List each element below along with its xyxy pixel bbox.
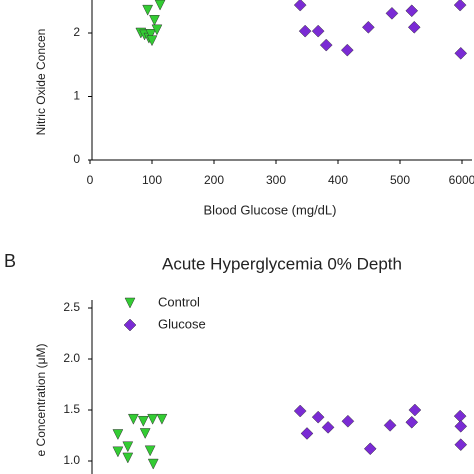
x-tick-label: 300 xyxy=(266,173,286,187)
diamond-point xyxy=(453,0,467,12)
x-tick-label: 400 xyxy=(328,173,348,187)
diamond-point xyxy=(405,415,419,429)
triangle-point xyxy=(122,441,134,453)
triangle-point xyxy=(154,0,166,11)
y-axis-label: Nitric Oxide Concen xyxy=(34,29,48,136)
diamond-point xyxy=(454,419,468,433)
diamond-point xyxy=(341,414,355,428)
y-tick-label: 2.0 xyxy=(63,351,80,365)
triangle-point xyxy=(147,458,159,470)
x-tick-label: 0 xyxy=(87,173,94,187)
diamond-point xyxy=(454,46,468,60)
triangle-point xyxy=(112,446,124,458)
triangle-point xyxy=(139,428,151,440)
y-tick-label: 1.5 xyxy=(63,402,80,416)
y-tick-label: 1.0 xyxy=(63,453,80,467)
diamond-point xyxy=(311,410,325,424)
diamond-point xyxy=(293,404,307,418)
diamond-point xyxy=(385,6,399,20)
triangle-point xyxy=(147,413,159,425)
diamond-point xyxy=(363,442,377,456)
diamond-point xyxy=(362,20,375,34)
triangle-point xyxy=(122,452,134,464)
chart-title: Acute Hyperglycemia 0% Depth xyxy=(162,254,402,273)
diamond-point xyxy=(311,24,325,38)
diamond-point xyxy=(321,420,335,434)
triangle-point xyxy=(156,413,168,425)
triangle-point xyxy=(145,29,157,40)
x-axis-label: Blood Glucose (mg/dL) xyxy=(204,202,337,217)
y-tick-label: 2.5 xyxy=(63,300,80,314)
diamond-point xyxy=(408,403,422,417)
triangle-point xyxy=(146,35,158,47)
diamond-point xyxy=(383,418,397,432)
triangle-point xyxy=(112,429,124,441)
x-tick-label: 6000 xyxy=(449,173,474,187)
x-tick-label: 500 xyxy=(390,173,410,187)
legend-label: Glucose xyxy=(158,316,206,331)
diamond-point xyxy=(319,38,333,52)
legend-marker xyxy=(123,318,137,332)
y-tick-label: 2 xyxy=(73,25,80,39)
diamond-point xyxy=(454,438,468,452)
triangle-point xyxy=(144,445,156,457)
triangle-point xyxy=(142,4,154,16)
panel-label: B xyxy=(4,251,16,271)
triangle-point xyxy=(137,415,149,427)
diamond-point xyxy=(298,24,312,38)
diamond-point xyxy=(293,0,307,12)
legend-marker xyxy=(124,297,136,309)
x-tick-label: 200 xyxy=(204,173,224,187)
y-axis-label: e Concentration (μM) xyxy=(34,344,48,457)
diamond-point xyxy=(453,409,467,423)
legend-label: Control xyxy=(158,294,200,309)
x-tick-label: 100 xyxy=(142,173,162,187)
triangle-point xyxy=(149,15,160,26)
diamond-point xyxy=(405,4,419,18)
y-tick-label: 1 xyxy=(73,89,80,103)
y-tick-label: 0 xyxy=(73,152,80,166)
triangle-point xyxy=(127,413,139,425)
diamond-point xyxy=(340,43,354,57)
triangle-point xyxy=(151,24,163,36)
diamond-point xyxy=(300,427,314,440)
diamond-point xyxy=(407,20,421,34)
